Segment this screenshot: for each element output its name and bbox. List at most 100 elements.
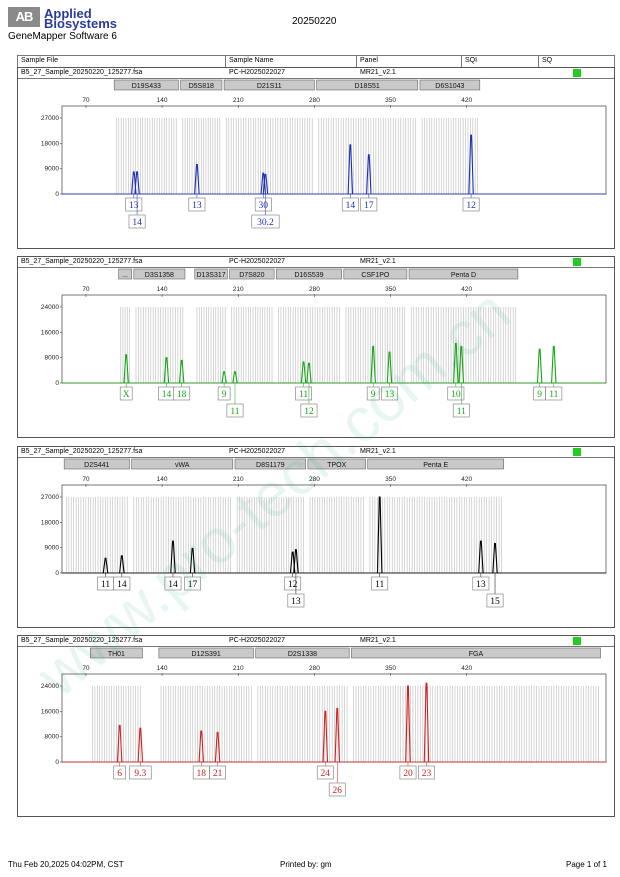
allele-peak[interactable] <box>131 171 137 195</box>
allele-peak[interactable] <box>551 345 557 384</box>
allele-call-box[interactable] <box>226 403 244 418</box>
marker-bin[interactable] <box>113 79 179 91</box>
allele-peak[interactable] <box>116 724 123 763</box>
col-sqi[interactable]: SQI <box>465 57 478 64</box>
allele-peak[interactable] <box>347 144 354 195</box>
allele-call-box[interactable] <box>251 214 280 229</box>
allele-call-box[interactable] <box>254 197 272 212</box>
allele-peak[interactable] <box>366 154 372 195</box>
marker-bin[interactable] <box>408 268 519 280</box>
allele-peak[interactable] <box>386 351 393 384</box>
allele-peak[interactable] <box>370 345 376 384</box>
allele-call-box[interactable] <box>188 197 206 212</box>
col-sq[interactable]: SQ <box>542 57 553 64</box>
marker-bin[interactable] <box>133 268 186 280</box>
marker-bin[interactable] <box>276 268 342 280</box>
allele-call-box[interactable] <box>284 576 302 591</box>
allele-call-box[interactable] <box>486 593 504 608</box>
allele-peak[interactable] <box>334 707 341 763</box>
allele-call-box[interactable] <box>113 576 131 591</box>
allele-call-box[interactable] <box>129 765 152 780</box>
allele-peak[interactable] <box>102 557 109 574</box>
allele-peak[interactable] <box>198 730 205 763</box>
marker-bin[interactable] <box>367 458 505 470</box>
allele-call-box[interactable] <box>300 403 318 418</box>
allele-peak[interactable] <box>123 354 129 384</box>
sample-row[interactable]: B5_27_Sample_20250220_125277.fsa PC-H2025… <box>18 257 614 268</box>
allele-call-box[interactable] <box>125 197 143 212</box>
allele-peak[interactable] <box>289 551 296 574</box>
allele-call-box[interactable] <box>418 765 435 780</box>
allele-call-box[interactable] <box>341 197 359 212</box>
allele-call-box[interactable] <box>399 765 417 780</box>
allele-peak[interactable] <box>137 727 144 763</box>
allele-peak[interactable] <box>453 343 459 384</box>
allele-peak[interactable] <box>306 362 312 384</box>
allele-peak[interactable] <box>221 371 227 384</box>
allele-call-box[interactable] <box>295 386 312 401</box>
allele-call-box[interactable] <box>472 576 490 591</box>
allele-peak[interactable] <box>492 543 498 574</box>
sample-row[interactable]: B5_27_Sample_20250220_125277.fsa PC-H2025… <box>18 447 614 458</box>
allele-peak[interactable] <box>262 173 269 195</box>
allele-call-box[interactable] <box>452 403 470 418</box>
allele-peak[interactable] <box>214 731 221 763</box>
marker-bin[interactable] <box>131 458 234 470</box>
allele-call-box[interactable] <box>173 386 191 401</box>
allele-peak[interactable] <box>293 549 299 574</box>
allele-peak[interactable] <box>405 685 411 763</box>
marker-bin[interactable] <box>194 268 228 280</box>
col-sample-name[interactable]: Sample Name <box>229 57 274 64</box>
allele-call-box[interactable] <box>545 386 563 401</box>
allele-peak[interactable] <box>232 371 238 384</box>
allele-peak[interactable] <box>170 540 176 574</box>
marker-bin[interactable] <box>63 458 130 470</box>
marker-bin[interactable] <box>118 268 132 280</box>
allele-call-box[interactable] <box>113 765 126 780</box>
marker-bin[interactable] <box>351 647 601 659</box>
allele-call-box[interactable] <box>316 765 334 780</box>
allele-peak[interactable] <box>468 134 474 195</box>
marker-bin[interactable] <box>419 79 481 91</box>
sample-row[interactable]: B5_27_Sample_20250220_125277.fsa PC-H2025… <box>18 68 614 79</box>
marker-bin[interactable] <box>307 458 366 470</box>
allele-call-box[interactable] <box>366 386 380 401</box>
marker-bin[interactable] <box>158 647 254 659</box>
allele-call-box[interactable] <box>381 386 398 401</box>
marker-bin[interactable] <box>229 268 275 280</box>
marker-bin[interactable] <box>343 268 408 280</box>
allele-peak[interactable] <box>300 361 307 384</box>
allele-peak[interactable] <box>119 555 125 574</box>
allele-peak[interactable] <box>194 164 200 195</box>
allele-peak[interactable] <box>423 682 430 763</box>
allele-peak[interactable] <box>376 496 383 574</box>
allele-peak[interactable] <box>178 359 185 384</box>
allele-call-box[interactable] <box>328 782 346 797</box>
allele-call-box[interactable] <box>447 386 465 401</box>
marker-bin[interactable] <box>180 79 223 91</box>
allele-call-box[interactable] <box>462 197 480 212</box>
allele-call-box[interactable] <box>164 576 182 591</box>
allele-peak[interactable] <box>458 345 465 384</box>
marker-bin[interactable] <box>89 647 143 659</box>
allele-peak[interactable] <box>134 171 140 195</box>
allele-call-box[interactable] <box>217 386 231 401</box>
marker-bin[interactable] <box>316 79 419 91</box>
allele-peak[interactable] <box>478 540 484 574</box>
col-panel[interactable]: Panel <box>360 57 378 64</box>
sample-row[interactable]: B5_27_Sample_20250220_125277.fsa PC-H2025… <box>18 636 614 647</box>
allele-call-box[interactable] <box>119 386 133 401</box>
marker-bin[interactable] <box>234 458 307 470</box>
allele-peak[interactable] <box>189 547 196 574</box>
allele-peak[interactable] <box>536 348 543 384</box>
allele-call-box[interactable] <box>360 197 378 212</box>
allele-peak[interactable] <box>163 357 170 384</box>
allele-peak[interactable] <box>322 710 329 763</box>
allele-call-box[interactable] <box>209 765 226 780</box>
marker-bin[interactable] <box>255 647 350 659</box>
col-sample-file[interactable]: Sample File <box>21 57 58 64</box>
allele-call-box[interactable] <box>287 593 305 608</box>
allele-call-box[interactable] <box>128 214 146 229</box>
allele-call-box[interactable] <box>371 576 389 591</box>
allele-call-box[interactable] <box>184 576 201 591</box>
